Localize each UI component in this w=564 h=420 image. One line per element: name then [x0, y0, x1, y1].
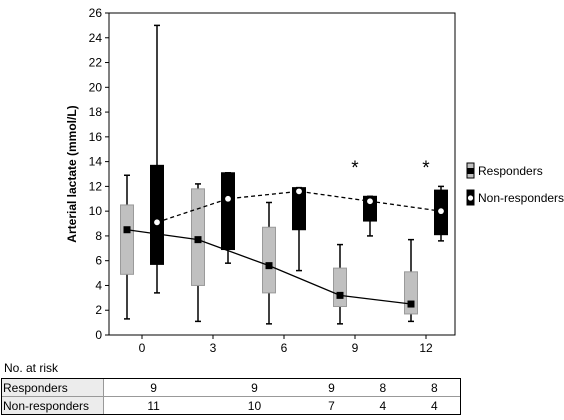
y-tick-label: 18	[89, 105, 103, 119]
box-0	[262, 226, 276, 294]
median-line-1	[156, 190, 442, 223]
y-tick-label: 26	[89, 6, 103, 20]
legend-marker-0	[467, 168, 474, 174]
median-marker-non-responders	[437, 207, 445, 216]
x-tick-label: 0	[139, 341, 146, 355]
legend-label-1: Non-responders	[478, 191, 564, 205]
row-label: Non-responders	[2, 396, 104, 414]
x-tick-label: 12	[419, 341, 433, 355]
box-0	[333, 267, 347, 308]
x-tick-label: 9	[352, 341, 359, 355]
median-marker-non-responders	[224, 194, 232, 203]
box-0	[404, 271, 418, 315]
at-risk-cell: 9	[203, 379, 306, 397]
y-tick-label: 0	[95, 328, 102, 342]
y-tick-label: 20	[89, 80, 103, 94]
legend-marker-1	[467, 195, 474, 201]
at-risk-row-responders: Responders 9 9 9 8 8	[2, 379, 460, 397]
y-tick-label: 2	[95, 303, 102, 317]
y-tick-label: 12	[89, 179, 103, 193]
row-label: Responders	[2, 379, 104, 397]
median-marker-non-responders	[366, 197, 374, 206]
at-risk-table: Responders 9 9 9 8 8 Non-responders 11 1…	[1, 378, 461, 415]
y-tick-label: 14	[89, 155, 103, 169]
plot-frame	[108, 12, 456, 336]
median-marker-responders	[123, 226, 131, 234]
at-risk-cell: 8	[357, 379, 409, 397]
box-1	[150, 164, 164, 265]
at-risk-title: No. at risk	[4, 361, 59, 375]
at-risk-cell: 9	[103, 379, 204, 397]
box-0	[120, 204, 134, 275]
median-marker-responders	[336, 291, 344, 299]
at-risk-row-non-responders: Non-responders 11 10 7 4 4	[2, 396, 460, 414]
at-risk-cell: 8	[408, 379, 460, 397]
median-marker-responders	[265, 262, 273, 270]
median-marker-responders	[407, 300, 415, 308]
significance-asterisk: *	[351, 158, 359, 179]
x-tick-label: 6	[281, 341, 288, 355]
y-tick-label: 10	[89, 204, 103, 218]
at-risk-cell: 10	[247, 398, 262, 413]
x-tick-label: 3	[210, 341, 217, 355]
significance-asterisk: *	[422, 158, 430, 179]
y-tick-label: 8	[95, 229, 102, 243]
y-tick-label: 16	[89, 130, 103, 144]
median-marker-responders	[194, 236, 202, 244]
at-risk-cell: 4	[430, 398, 438, 413]
median-marker-non-responders	[153, 218, 161, 227]
y-axis-title: Arterial lactate (mmol/L)	[65, 105, 79, 242]
box-1	[221, 172, 235, 251]
at-risk-cell: 11	[147, 398, 160, 413]
median-marker-non-responders	[295, 187, 303, 196]
y-tick-label: 24	[89, 31, 103, 45]
at-risk-cell: 7	[328, 398, 335, 413]
y-tick-label: 6	[95, 254, 102, 268]
legend-label-0: Responders	[478, 164, 543, 178]
y-tick-label: 4	[95, 278, 102, 292]
lactate-boxplot-chart: 02468101214161820222426036912Time (hours…	[65, 6, 564, 355]
at-risk-cell: 4	[379, 398, 387, 413]
y-tick-label: 22	[89, 56, 103, 70]
at-risk-cell: 9	[305, 379, 358, 397]
